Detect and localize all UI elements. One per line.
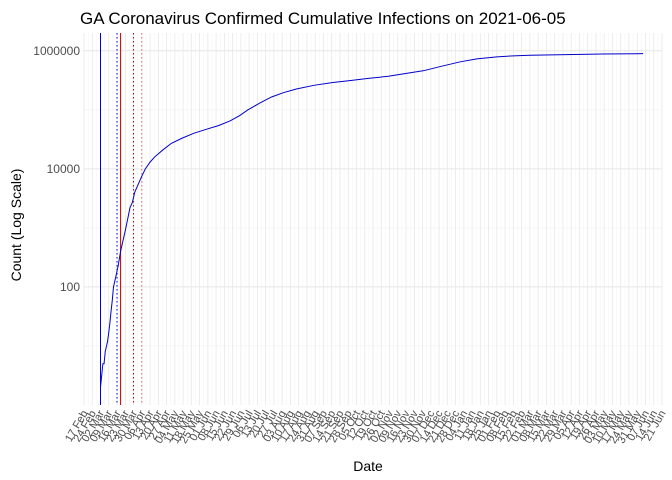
series-layer [100,53,644,388]
y-tick-label: 1000000 [33,44,80,58]
y-axis-label: Count (Log Scale) [8,169,24,282]
y-tick-label: 10000 [47,162,81,176]
y-tick-label: 100 [60,280,80,294]
reference-lines [100,33,143,405]
major-grid-x [83,33,663,405]
x-axis-label: Date [353,458,383,474]
chart-title: GA Coronavirus Confirmed Cumulative Infe… [80,9,566,28]
y-tick-labels: 100 10000 1000000 [33,44,80,294]
series-line [100,53,644,388]
